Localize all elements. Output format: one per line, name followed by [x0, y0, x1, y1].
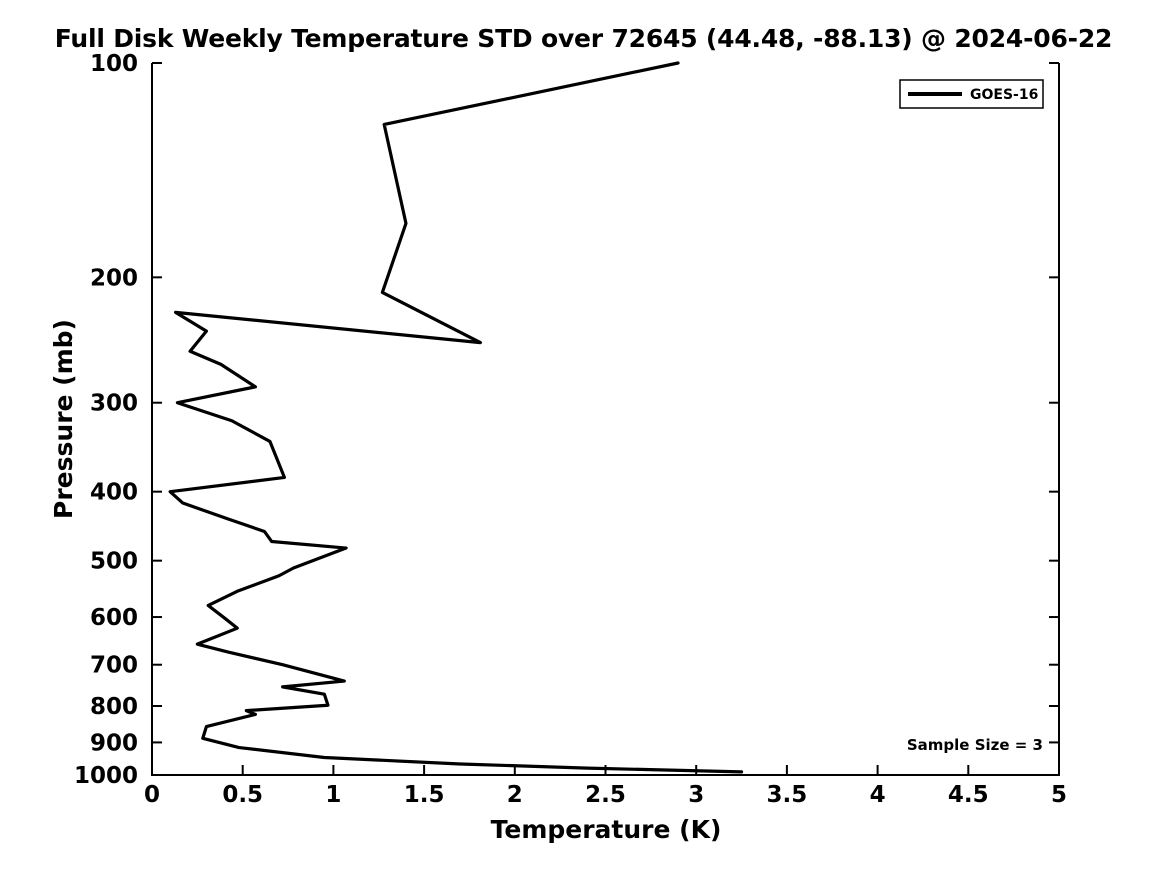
axes-frame: [151, 63, 1060, 776]
y-tick-label: 400: [90, 480, 138, 506]
legend-label: GOES-16: [970, 87, 1038, 103]
y-tick-label: 500: [90, 549, 138, 575]
x-tick-label: 3: [688, 782, 704, 808]
x-tick-label: 5: [1051, 782, 1067, 808]
y-tick-label: 200: [90, 265, 138, 291]
x-tick-label: 3.5: [767, 782, 808, 808]
x-tick-label: 1: [325, 782, 341, 808]
x-tick-label: 4: [870, 782, 886, 808]
data-line-goes-16: [168, 61, 744, 774]
y-tick-label: 300: [90, 391, 138, 417]
page-title: Full Disk Weekly Temperature STD over 72…: [54, 24, 1113, 53]
y-tick-label: 800: [90, 694, 138, 720]
annotation-group: Sample Size = 3: [907, 736, 1043, 754]
y-tick-label: 900: [90, 730, 138, 756]
sample-size-annotation: Sample Size = 3: [907, 736, 1043, 754]
x-tick-label: 2.5: [585, 782, 626, 808]
y-tick-label: 600: [90, 605, 138, 631]
y-tick-label: 1000: [74, 763, 138, 789]
legend[interactable]: GOES-16: [899, 79, 1044, 109]
y-tick-label: 700: [90, 653, 138, 679]
x-tick-label: 0: [144, 782, 160, 808]
x-tick-label: 1.5: [404, 782, 445, 808]
x-axis-title: Temperature (K): [491, 815, 722, 844]
x-tick-label: 0.5: [222, 782, 263, 808]
axes-group: 0 0.5 1 1.5 2 2.5 3 3.5 4 4.5 5 100 200 300 400 500 600 7…: [74, 51, 1067, 808]
y-axis-title: Pressure (mb): [49, 319, 78, 519]
y-tick-label: 100: [90, 51, 138, 77]
x-tick-label: 2: [507, 782, 523, 808]
x-tick-label: 4.5: [948, 782, 989, 808]
data-series-group: [168, 61, 744, 774]
